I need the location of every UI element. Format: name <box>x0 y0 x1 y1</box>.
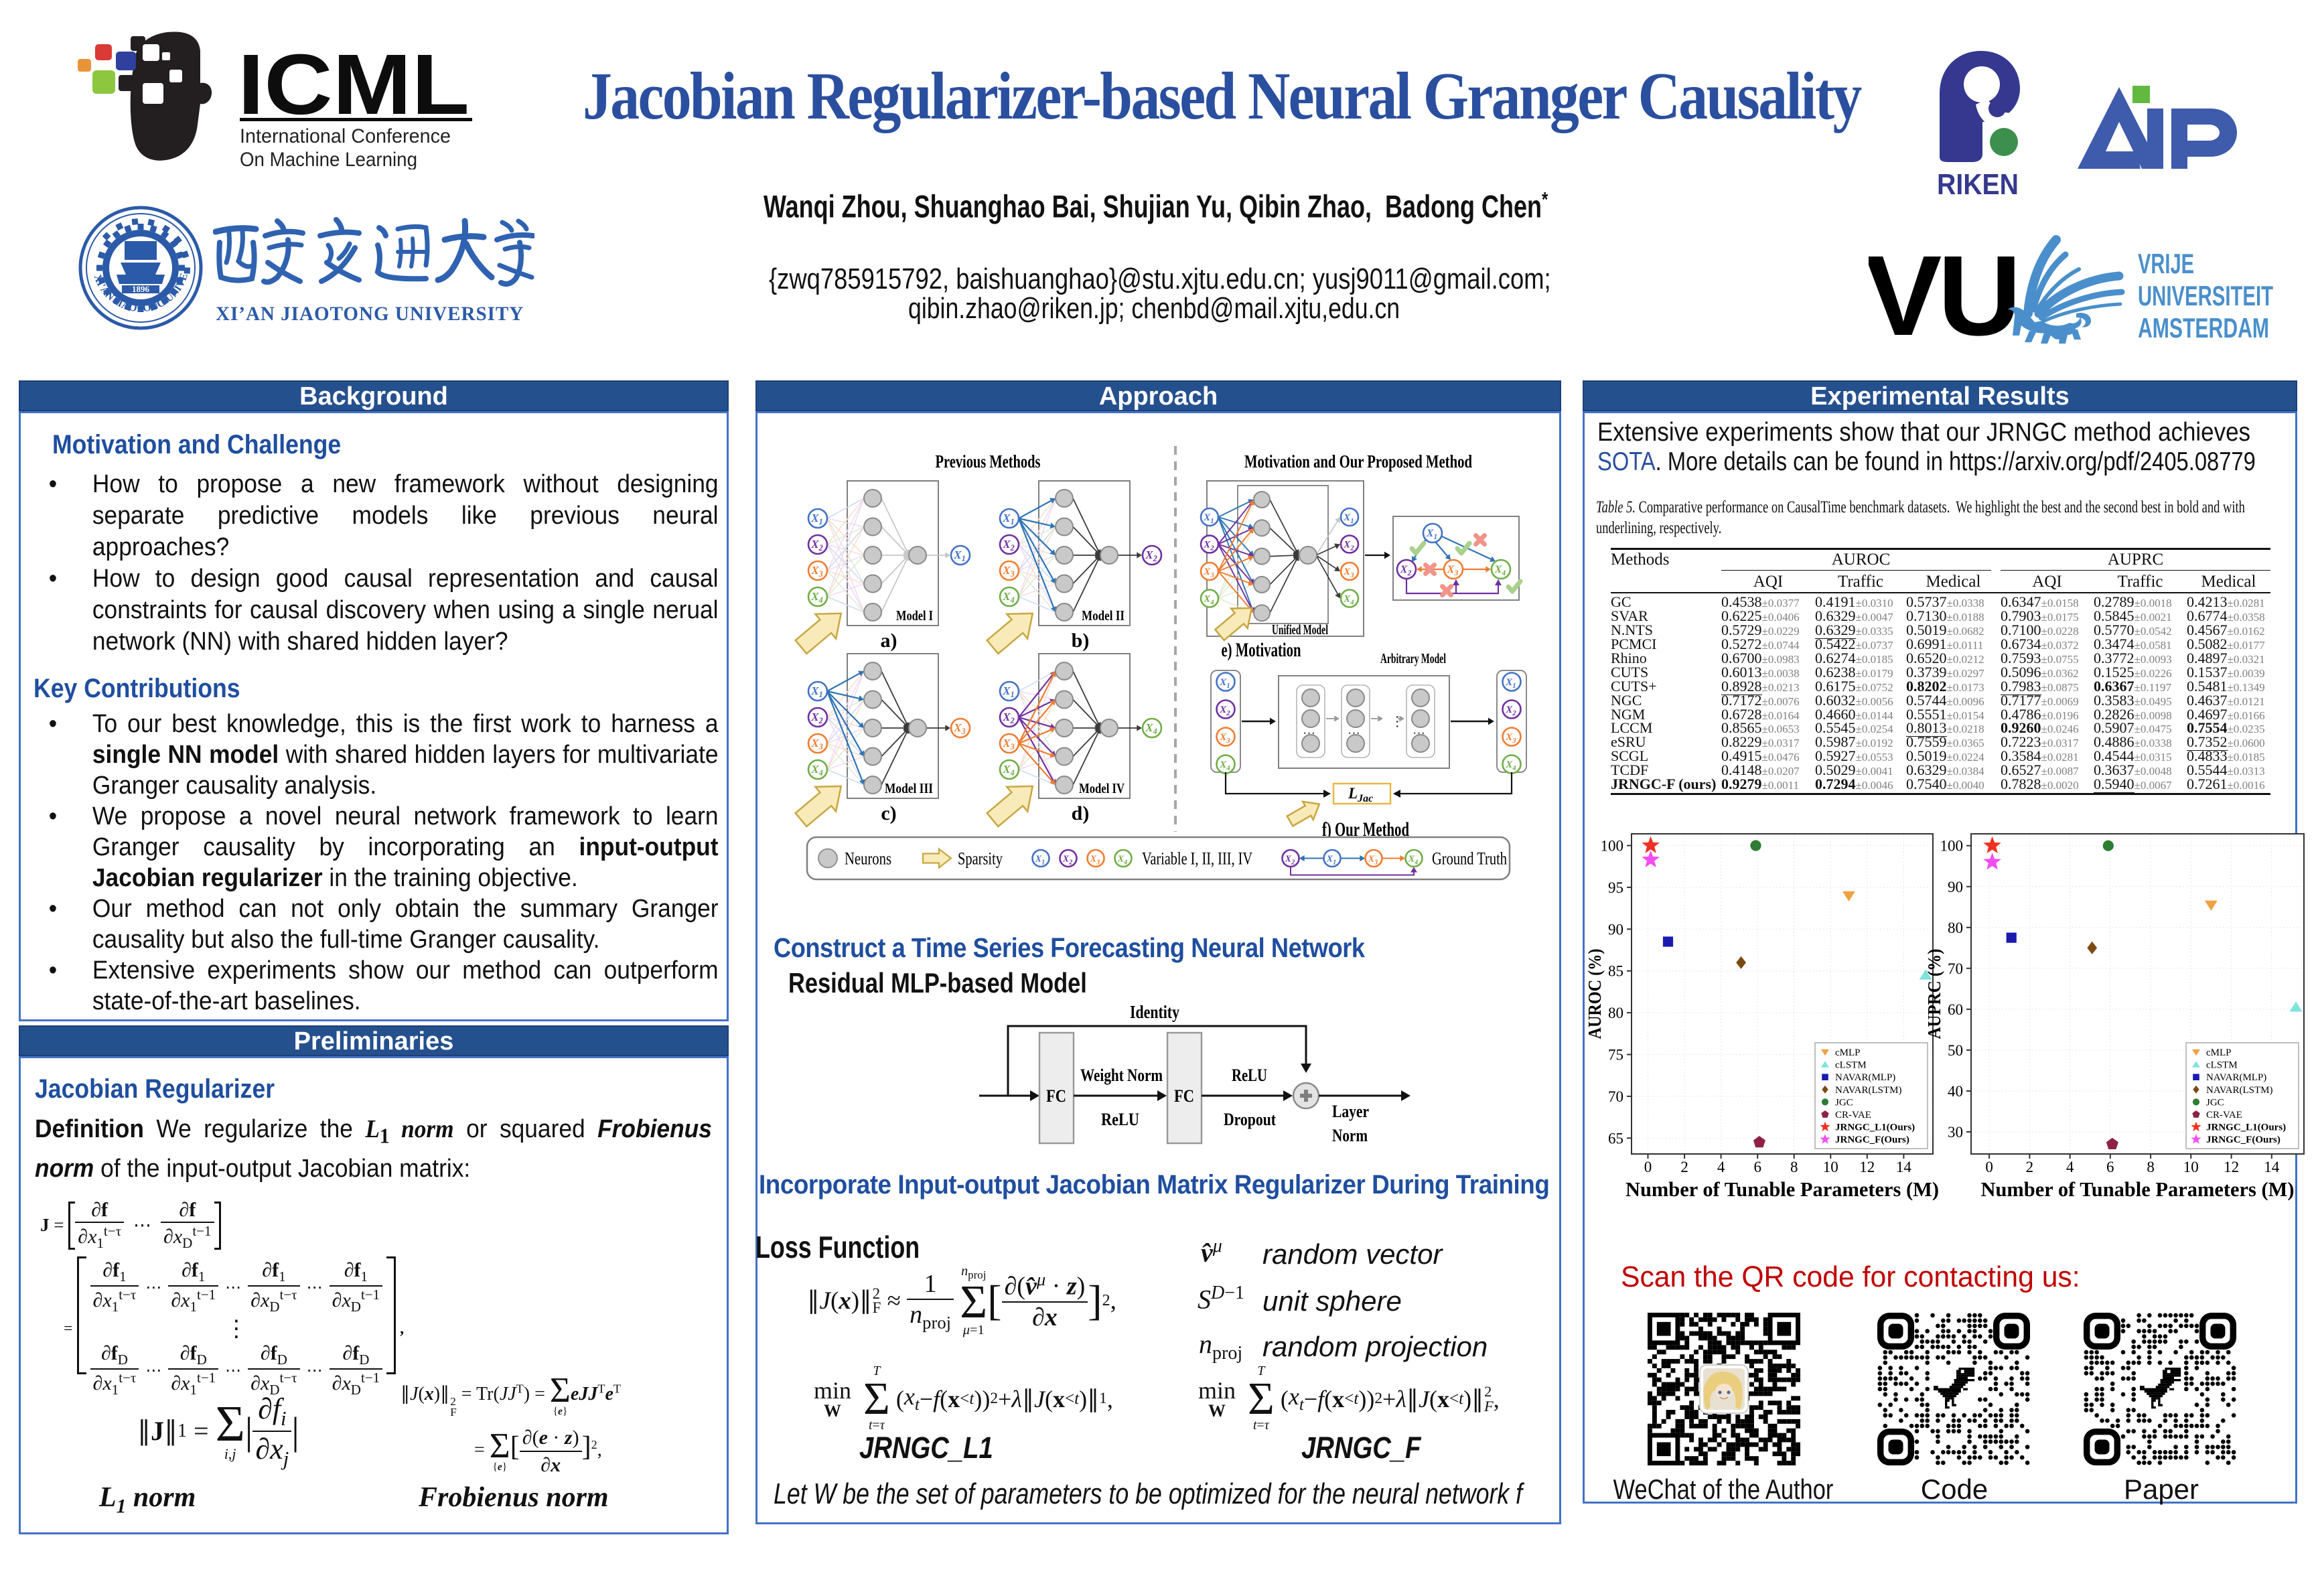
svg-text:c): c) <box>881 802 896 824</box>
svg-text:cLSTM: cLSTM <box>1835 1060 1867 1071</box>
svg-text:b): b) <box>1072 630 1090 652</box>
svg-text:1896: 1896 <box>132 284 150 294</box>
svg-text:⋯: ⋯ <box>1413 727 1425 741</box>
svg-text:Weight Norm: Weight Norm <box>1080 1066 1163 1085</box>
svg-text:AMSTERDAM: AMSTERDAM <box>2138 312 2269 344</box>
svg-text:⋯: ⋯ <box>1303 727 1315 741</box>
svg-text:Arbitrary Model: Arbitrary Model <box>1380 650 1446 666</box>
svg-text:d): d) <box>1072 802 1090 824</box>
svg-text:Ground Truth: Ground Truth <box>1432 849 1507 869</box>
svg-text:⋯: ⋯ <box>1348 727 1360 741</box>
svg-text:JGC: JGC <box>1835 1097 1853 1108</box>
svg-text:JRNGC_F(Ours): JRNGC_F(Ours) <box>1835 1135 1909 1145</box>
svg-text:Layer: Layer <box>1332 1102 1369 1121</box>
svg-text:CR-VAE: CR-VAE <box>1835 1110 1871 1120</box>
svg-text:65: 65 <box>1608 1130 1623 1147</box>
svg-text:90: 90 <box>1948 879 1963 895</box>
svg-text:14: 14 <box>1896 1159 1912 1175</box>
svg-text:100: 100 <box>1940 838 1964 855</box>
svg-text:Dropout: Dropout <box>1224 1110 1276 1129</box>
svg-text:Model IV: Model IV <box>1079 780 1125 796</box>
svg-text:Previous Methods: Previous Methods <box>936 451 1041 471</box>
svg-text:10: 10 <box>2183 1159 2199 1175</box>
svg-text:On Machine Learning: On Machine Learning <box>240 149 417 169</box>
svg-text:JGC: JGC <box>2206 1097 2224 1108</box>
svg-text:Number of Tunable Parameters (: Number of Tunable Parameters (M) <box>1625 1177 1939 1201</box>
svg-text:FC: FC <box>1046 1086 1066 1106</box>
svg-text:60: 60 <box>1948 1001 1963 1018</box>
svg-text:Neurons: Neurons <box>845 849 891 869</box>
svg-text:85: 85 <box>1608 963 1623 980</box>
svg-text:ICML: ICML <box>238 37 469 133</box>
svg-text:95: 95 <box>1608 879 1623 896</box>
svg-text:cMLP: cMLP <box>1835 1047 1861 1058</box>
svg-text:70: 70 <box>1608 1088 1623 1105</box>
svg-text:12: 12 <box>1859 1159 1875 1175</box>
svg-text:cMLP: cMLP <box>2206 1047 2232 1058</box>
svg-text:Model III: Model III <box>885 780 933 796</box>
svg-text:75: 75 <box>1608 1047 1623 1064</box>
svg-text:JRNGC_L1(Ours): JRNGC_L1(Ours) <box>1835 1122 1915 1133</box>
svg-text:100: 100 <box>1601 838 1624 855</box>
svg-text:NAVAR(LSTM): NAVAR(LSTM) <box>2206 1085 2272 1096</box>
svg-text:VU: VU <box>1869 234 2017 348</box>
svg-text:40: 40 <box>1948 1083 1963 1100</box>
svg-text:30: 30 <box>1948 1124 1963 1141</box>
svg-text:Identity: Identity <box>1130 1002 1179 1022</box>
svg-text:NAVAR(MLP): NAVAR(MLP) <box>2206 1072 2266 1083</box>
svg-text:70: 70 <box>1948 960 1963 977</box>
svg-text:Unified Model: Unified Model <box>1272 622 1328 638</box>
svg-text:JRNGC_F(Ours): JRNGC_F(Ours) <box>2206 1135 2281 1145</box>
svg-text:6: 6 <box>2106 1159 2114 1175</box>
svg-text:ReLU: ReLU <box>1232 1066 1267 1085</box>
svg-text:8: 8 <box>1790 1159 1798 1175</box>
svg-text:VRIJE: VRIJE <box>2138 248 2194 279</box>
svg-text:International Conference: International Conference <box>240 125 451 147</box>
svg-text:12: 12 <box>2224 1159 2239 1175</box>
svg-text:4: 4 <box>1717 1159 1725 1175</box>
svg-text:Model II: Model II <box>1082 607 1125 624</box>
svg-text:Model I: Model I <box>896 607 933 624</box>
svg-text:80: 80 <box>1608 1005 1623 1021</box>
svg-text:0: 0 <box>1644 1159 1652 1175</box>
svg-text:14: 14 <box>2264 1159 2280 1175</box>
svg-text:a): a) <box>881 630 897 652</box>
svg-text:AUROC (%): AUROC (%) <box>1585 949 1605 1039</box>
svg-text:Sparsity: Sparsity <box>958 849 1003 869</box>
svg-text:⋯: ⋯ <box>1390 715 1405 729</box>
svg-text:Variable I, II, III, IV: Variable I, II, III, IV <box>1142 849 1252 869</box>
svg-text:Norm: Norm <box>1332 1126 1368 1145</box>
svg-text:50: 50 <box>1948 1042 1963 1059</box>
svg-text:AUPRC (%): AUPRC (%) <box>1924 949 1944 1039</box>
svg-text:ReLU: ReLU <box>1101 1110 1139 1129</box>
svg-text:90: 90 <box>1608 921 1623 938</box>
svg-text:RIKEN: RIKEN <box>1937 168 2019 201</box>
svg-text:Number of Tunable Parameters (: Number of Tunable Parameters (M) <box>1981 1177 2295 1201</box>
svg-text:UNIVERSITEIT: UNIVERSITEIT <box>2138 280 2273 311</box>
svg-text:NAVAR(LSTM): NAVAR(LSTM) <box>1835 1085 1901 1096</box>
svg-text:80: 80 <box>1948 920 1963 936</box>
svg-text:6: 6 <box>1753 1159 1761 1175</box>
svg-text:4: 4 <box>2066 1159 2074 1175</box>
svg-text:2: 2 <box>2026 1159 2034 1175</box>
svg-text:JRNGC_L1(Ours): JRNGC_L1(Ours) <box>2206 1122 2286 1133</box>
svg-text:2: 2 <box>1680 1159 1688 1175</box>
svg-text:CR-VAE: CR-VAE <box>2206 1110 2242 1120</box>
svg-text:10: 10 <box>1823 1159 1838 1175</box>
svg-text:e) Motivation: e) Motivation <box>1222 639 1301 661</box>
svg-text:FC: FC <box>1174 1086 1194 1106</box>
svg-text:cLSTM: cLSTM <box>2206 1060 2238 1071</box>
svg-text:0: 0 <box>1985 1159 1993 1175</box>
svg-text:8: 8 <box>2147 1159 2155 1175</box>
svg-text:Motivation and Our Proposed Me: Motivation and Our Proposed Method <box>1244 451 1472 471</box>
svg-text:NAVAR(MLP): NAVAR(MLP) <box>1835 1072 1895 1083</box>
